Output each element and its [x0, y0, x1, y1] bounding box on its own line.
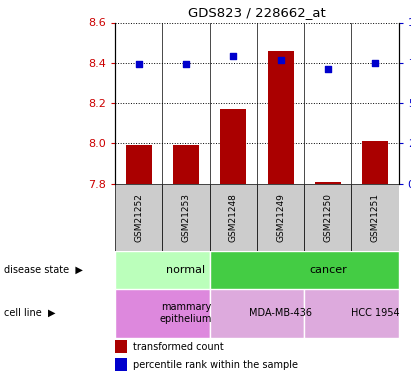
Point: [277, 57, 284, 63]
Bar: [173, 146, 199, 184]
Text: GSM21253: GSM21253: [182, 193, 190, 242]
Bar: [210, 184, 257, 251]
Point: [372, 60, 378, 66]
Text: MDA-MB-436: MDA-MB-436: [249, 308, 312, 318]
Bar: [220, 109, 246, 184]
Point: [325, 66, 331, 72]
Point: [136, 62, 142, 68]
Text: HCC 1954: HCC 1954: [351, 308, 399, 318]
Text: GSM21249: GSM21249: [276, 193, 285, 242]
Text: percentile rank within the sample: percentile rank within the sample: [133, 360, 298, 370]
Bar: [315, 182, 341, 184]
Bar: [162, 184, 210, 251]
Bar: [362, 141, 388, 184]
Bar: [210, 251, 399, 289]
Bar: [304, 289, 399, 338]
Bar: [115, 289, 210, 338]
Bar: [115, 340, 127, 353]
Bar: [126, 146, 152, 184]
Point: [182, 62, 189, 68]
Bar: [304, 184, 351, 251]
Text: cell line  ▶: cell line ▶: [4, 308, 55, 318]
Title: GDS823 / 228662_at: GDS823 / 228662_at: [188, 6, 326, 18]
Bar: [115, 184, 162, 251]
Text: GSM21248: GSM21248: [229, 193, 238, 242]
Point: [230, 53, 236, 59]
Bar: [115, 358, 127, 371]
Bar: [115, 251, 210, 289]
Text: GSM21252: GSM21252: [134, 193, 143, 242]
Bar: [257, 184, 304, 251]
Text: GSM21250: GSM21250: [323, 193, 332, 242]
Text: transformed count: transformed count: [133, 342, 224, 352]
Text: mammary
epithelium: mammary epithelium: [160, 302, 212, 324]
Bar: [351, 184, 399, 251]
Text: normal: normal: [166, 265, 206, 275]
Bar: [210, 289, 304, 338]
Text: disease state  ▶: disease state ▶: [4, 265, 83, 275]
Text: GSM21251: GSM21251: [371, 193, 379, 242]
Text: cancer: cancer: [309, 265, 346, 275]
Bar: [268, 51, 293, 184]
